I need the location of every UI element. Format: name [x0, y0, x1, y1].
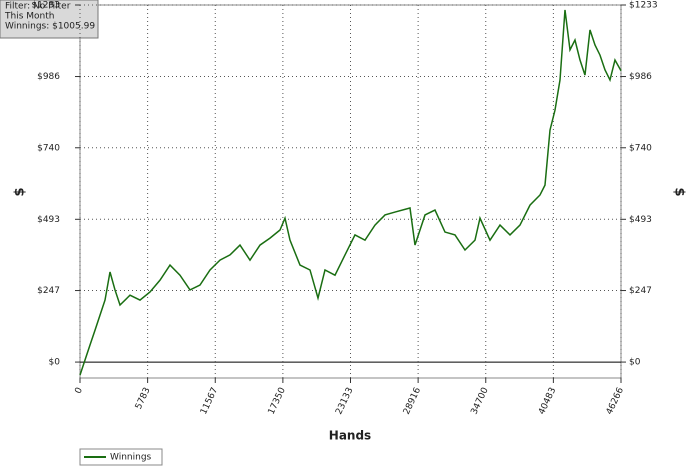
- y2-tick-label: $986: [629, 72, 652, 82]
- x-tick-label: 0: [73, 386, 85, 396]
- period-text: This Month: [4, 12, 54, 22]
- y-tick-label: $493: [37, 215, 60, 225]
- legend-box: [79, 448, 163, 466]
- y-axis-label: $: [13, 187, 28, 196]
- y-tick-label: $0: [49, 358, 61, 368]
- y-tick-label: $740: [37, 143, 60, 153]
- y-tick-label: $247: [37, 286, 60, 296]
- y2-axis-label: $: [672, 187, 687, 196]
- filter-text: Filter: No Filter: [5, 2, 71, 12]
- legend-label: Winnings: [110, 453, 152, 463]
- filter-box: [0, 0, 99, 39]
- x-axis-label: Hands: [329, 429, 371, 443]
- y-tick-label: $986: [37, 72, 60, 82]
- y2-tick-label: $1233: [629, 1, 658, 11]
- y2-tick-label: $493: [629, 215, 652, 225]
- y2-tick-label: $247: [629, 286, 652, 296]
- y-tick-label: $1233: [31, 1, 60, 11]
- winnings-line: [79, 9, 622, 376]
- winnings-text: Winnings: $1005.99: [5, 22, 95, 32]
- y2-tick-label: $0: [629, 358, 641, 368]
- y2-tick-label: $740: [629, 143, 652, 153]
